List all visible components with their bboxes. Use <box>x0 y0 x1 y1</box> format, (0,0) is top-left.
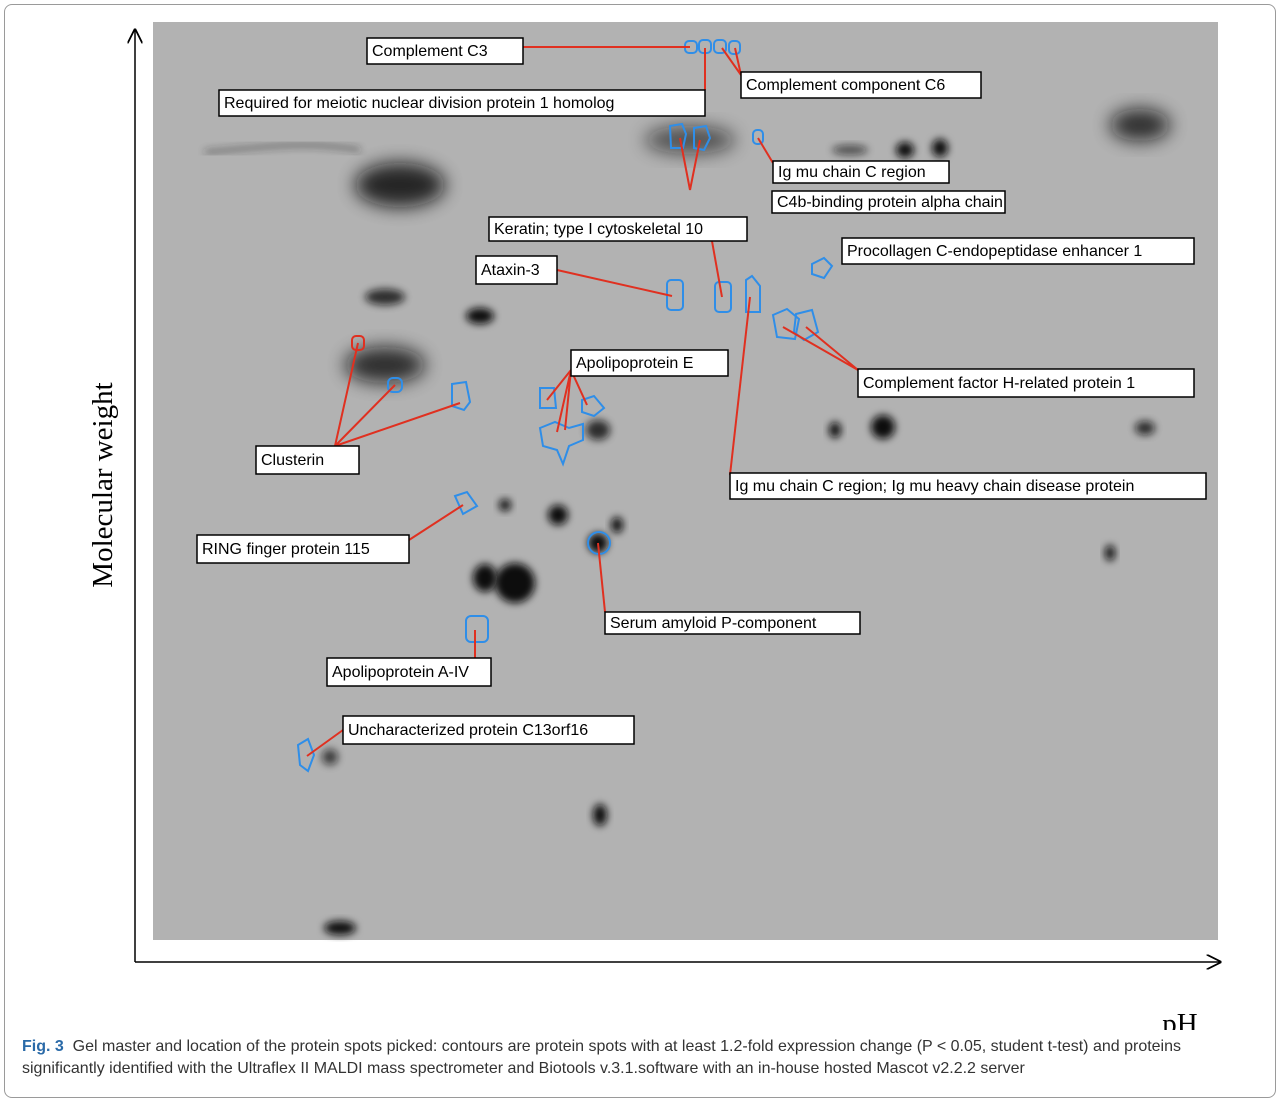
spot-label: Apolipoprotein E <box>576 355 693 372</box>
caption: Fig. 3 Gel master and location of the pr… <box>22 1036 1267 1080</box>
spot-label: Clusterin <box>261 452 324 469</box>
spot-label: Keratin; type I cytoskeletal 10 <box>494 221 703 238</box>
spot-label: Ataxin-3 <box>481 262 540 279</box>
spot-label: Complement component C6 <box>746 77 945 94</box>
spot-label: Ig mu chain C region; Ig mu heavy chain … <box>735 478 1134 495</box>
spot-label: Complement C3 <box>372 43 488 60</box>
caption-prefix: Fig. 3 <box>22 1038 64 1055</box>
spot-label: Procollagen C-endopeptidase enhancer 1 <box>847 243 1142 260</box>
x-axis-label: pH <box>1162 1008 1198 1030</box>
spot-label: Apolipoprotein A-IV <box>332 664 469 681</box>
y-axis-label: Molecular weight <box>87 382 119 587</box>
spot-label: RING finger protein 115 <box>202 541 370 558</box>
spot-label: Uncharacterized protein C13orf16 <box>348 722 588 739</box>
spot-label: Required for meiotic nuclear division pr… <box>224 95 614 112</box>
figure: Molecular weight pH Complement C3 Require… <box>0 0 1284 1030</box>
caption-text: Gel master and location of the protein s… <box>22 1038 1181 1077</box>
spot-label: Serum amyloid P-component <box>610 615 817 632</box>
spot-label: Complement factor H-related protein 1 <box>863 375 1135 392</box>
spot-label: C4b-binding protein alpha chain <box>777 194 1003 211</box>
spot-label: Ig mu chain C region <box>778 164 926 181</box>
